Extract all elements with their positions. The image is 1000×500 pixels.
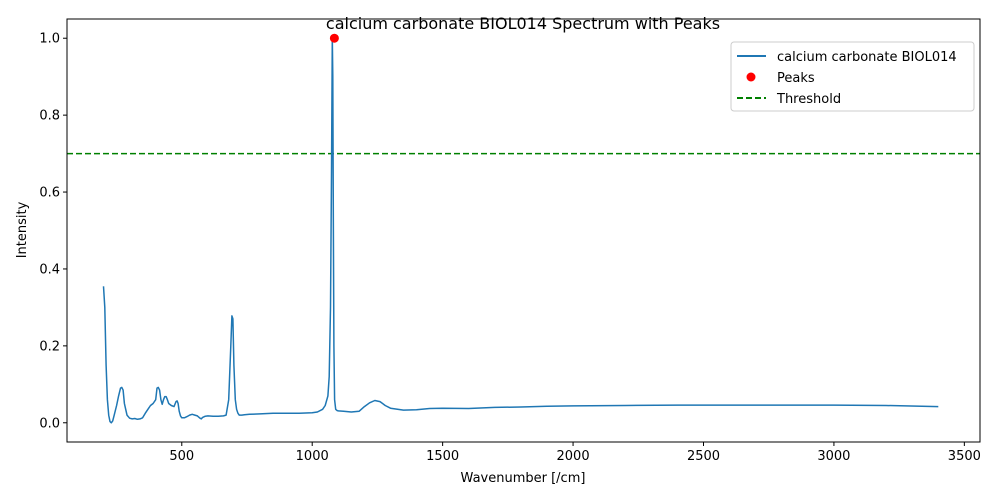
y-tick-label: 0.6 (39, 186, 60, 201)
x-axis-label: Wavenumber [/cm] (461, 471, 586, 486)
y-axis-ticks: 0.0 0.2 0.4 0.6 0.8 1.0 (39, 32, 67, 431)
x-tick-label: 2500 (687, 449, 720, 464)
x-tick-label: 3000 (817, 449, 850, 464)
y-tick-label: 1.0 (39, 32, 60, 47)
y-tick-label: 0.8 (39, 109, 60, 124)
legend-label-peaks: Peaks (777, 71, 815, 86)
spectrum-line (102, 37, 939, 424)
legend-frame (730, 41, 975, 112)
plot-area (67, 33, 980, 424)
y-tick-label: 0.2 (39, 339, 60, 354)
y-axis-label: Intensity (15, 201, 30, 258)
legend-label-spectrum: calcium carbonate BIOL014 (777, 50, 957, 65)
peak-marker (329, 33, 339, 43)
x-tick-label: 500 (169, 449, 194, 464)
y-tick-label: 0.4 (39, 262, 60, 277)
chart-title: calcium carbonate BIOL014 Spectrum with … (326, 14, 720, 33)
x-tick-label: 3500 (948, 449, 981, 464)
legend-peaks-swatch (746, 72, 756, 82)
legend-label-threshold: Threshold (776, 92, 841, 107)
axes-frame (66, 18, 981, 443)
legend: calcium carbonate BIOL014 Peaks Threshol… (730, 41, 975, 112)
x-tick-label: 1000 (296, 449, 329, 464)
x-tick-label: 2000 (557, 449, 590, 464)
x-tick-label: 1500 (426, 449, 459, 464)
x-axis-ticks: 500 1000 1500 2000 2500 3000 3500 (169, 442, 981, 464)
y-tick-label: 0.0 (39, 416, 60, 431)
